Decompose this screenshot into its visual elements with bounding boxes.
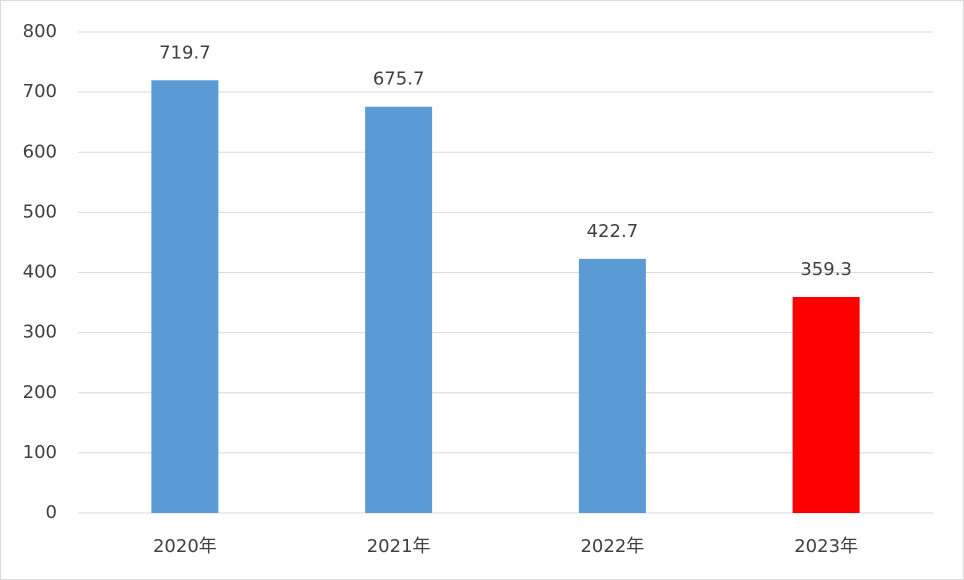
data-label: 719.7: [159, 42, 211, 63]
y-tick-label: 400: [23, 262, 57, 283]
x-tick-label: 2021年: [367, 536, 431, 557]
bar: [578, 258, 646, 513]
y-tick-label: 100: [23, 442, 57, 463]
y-tick-label: 200: [23, 382, 57, 403]
bar: [792, 296, 860, 513]
y-tick-label: 500: [23, 201, 57, 222]
y-tick-label: 300: [23, 322, 57, 343]
x-tick-label: 2023年: [794, 536, 858, 557]
data-label: 675.7: [373, 69, 425, 90]
bar: [151, 80, 219, 514]
y-tick-label: 700: [23, 81, 57, 102]
data-label: 359.3: [800, 259, 852, 280]
y-tick-label: 800: [23, 21, 57, 42]
x-tick-label: 2020年: [153, 536, 217, 557]
y-tick-label: 0: [46, 502, 57, 523]
y-tick-label: 600: [23, 141, 57, 162]
x-tick-label: 2022年: [580, 536, 644, 557]
bar: [365, 106, 433, 513]
data-label: 422.7: [587, 221, 639, 242]
